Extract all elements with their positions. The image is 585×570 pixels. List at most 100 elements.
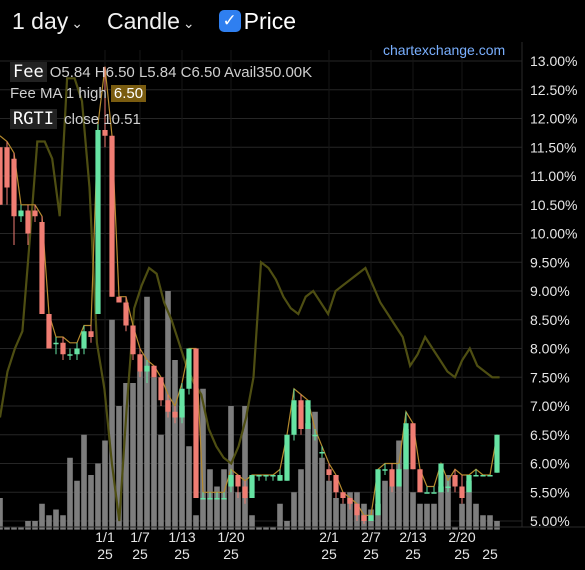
candle-body: [137, 354, 143, 372]
x-tick-year: 25: [405, 546, 421, 562]
x-tick-label: 2/13: [399, 529, 426, 545]
volume-bar: [326, 480, 332, 530]
y-tick-label: 5.50%: [530, 484, 570, 500]
candle-body: [109, 135, 115, 297]
volume-bar: [109, 319, 115, 530]
candle-body: [207, 498, 213, 500]
candle-body: [242, 486, 248, 498]
candle-body: [333, 475, 339, 493]
volume-bar: [340, 503, 346, 530]
candle-body: [95, 130, 101, 314]
volume-bar: [193, 515, 199, 530]
chart-type-label: Candle: [107, 7, 180, 34]
candle-body: [221, 498, 227, 500]
candle-body: [4, 147, 10, 188]
volume-bar: [116, 406, 122, 530]
volume-bar: [172, 360, 178, 530]
candle-body: [340, 492, 346, 498]
volume-bar: [459, 503, 465, 530]
candle-body: [438, 463, 444, 493]
candle-body: [116, 296, 122, 303]
y-tick-label: 12.00%: [530, 111, 577, 127]
x-tick-year: 25: [363, 546, 379, 562]
rgti-legend-text: close 10.51: [64, 111, 141, 128]
volume-bar: [249, 515, 255, 530]
volume-bar: [389, 486, 395, 530]
volume-bar: [319, 457, 325, 530]
volume-bar: [382, 480, 388, 530]
volume-bar: [130, 383, 136, 530]
y-tick-label: 13.00%: [530, 53, 577, 69]
volume-bar: [60, 515, 66, 530]
volume-bar: [151, 377, 157, 530]
ma-legend-row: Fee MA 1 high 6.50: [10, 85, 147, 102]
chart-type-dropdown[interactable]: Candle ⌄: [107, 8, 195, 35]
candle-body: [102, 130, 108, 136]
candle-body: [473, 475, 479, 477]
x-tick-year: 25: [174, 546, 190, 562]
candle-body: [368, 515, 374, 521]
candle-body: [179, 388, 185, 418]
x-tick-label: 1/13: [168, 529, 195, 545]
volume-bar: [312, 411, 318, 530]
volume-bar: [186, 446, 192, 530]
y-tick-label: 12.50%: [530, 82, 577, 98]
candle-body: [60, 342, 66, 355]
candle-body: [361, 515, 367, 521]
candle-body: [375, 469, 381, 516]
volume-bar: [242, 406, 248, 530]
x-tick-year: 25: [454, 546, 470, 562]
y-tick-label: 11.50%: [530, 139, 576, 155]
candle-body: [39, 222, 45, 314]
volume-bar: [256, 526, 262, 530]
y-tick-label: 7.00%: [530, 398, 570, 414]
volume-bar: [74, 480, 80, 530]
candle-body: [431, 492, 437, 494]
candle-body: [326, 469, 332, 475]
volume-bar: [4, 526, 10, 530]
y-tick-label: 7.50%: [530, 369, 570, 385]
x-tick-year: 25: [321, 546, 337, 562]
candle-body: [193, 348, 199, 498]
candle-body: [165, 400, 171, 412]
volume-bar: [291, 492, 297, 530]
x-tick-label: 1/1: [95, 529, 115, 545]
price-checkbox[interactable]: ✓ Price: [218, 8, 296, 35]
candle-body: [305, 400, 311, 429]
volume-bar: [431, 503, 437, 530]
volume-bar: [11, 526, 17, 530]
volume-bar: [466, 480, 472, 530]
chevron-down-icon: ⌄: [182, 14, 195, 31]
y-tick-label: 8.00%: [530, 341, 570, 357]
candle-body: [235, 475, 241, 487]
candle-body: [396, 469, 402, 487]
volume-bar: [333, 498, 339, 530]
candle-body: [123, 302, 129, 326]
volume-bar: [473, 503, 479, 530]
brand-watermark[interactable]: chartexchange.com: [383, 42, 506, 58]
volume-bar: [277, 503, 283, 530]
candle-body: [424, 492, 430, 494]
candle-body: [389, 469, 395, 487]
volume-bar: [53, 509, 59, 530]
candle-body: [459, 486, 465, 498]
volume-bar: [67, 457, 73, 530]
volume-bar: [32, 521, 38, 530]
volume-bar: [39, 503, 45, 530]
x-tick-label: 1/7: [130, 529, 150, 545]
price-chart[interactable]: 5.00% 5.50% 6.00% 6.50% 7.00% 7.50% 8.00% 8.50%…: [0, 42, 585, 570]
volume-bar: [88, 475, 94, 530]
candle-body: [11, 158, 17, 217]
interval-label: 1 day: [12, 7, 69, 34]
volume-bar: [445, 475, 451, 530]
fee-legend-tag: Fee: [10, 62, 47, 82]
candle-body: [410, 423, 416, 470]
candle-body: [249, 475, 255, 498]
candle-body: [347, 498, 353, 504]
volume-bar: [410, 492, 416, 530]
candle-body: [228, 475, 234, 487]
candle-body: [214, 498, 220, 500]
candle-body: [270, 475, 276, 477]
interval-dropdown[interactable]: 1 day ⌄: [12, 8, 83, 35]
volume-bar: [25, 521, 31, 530]
